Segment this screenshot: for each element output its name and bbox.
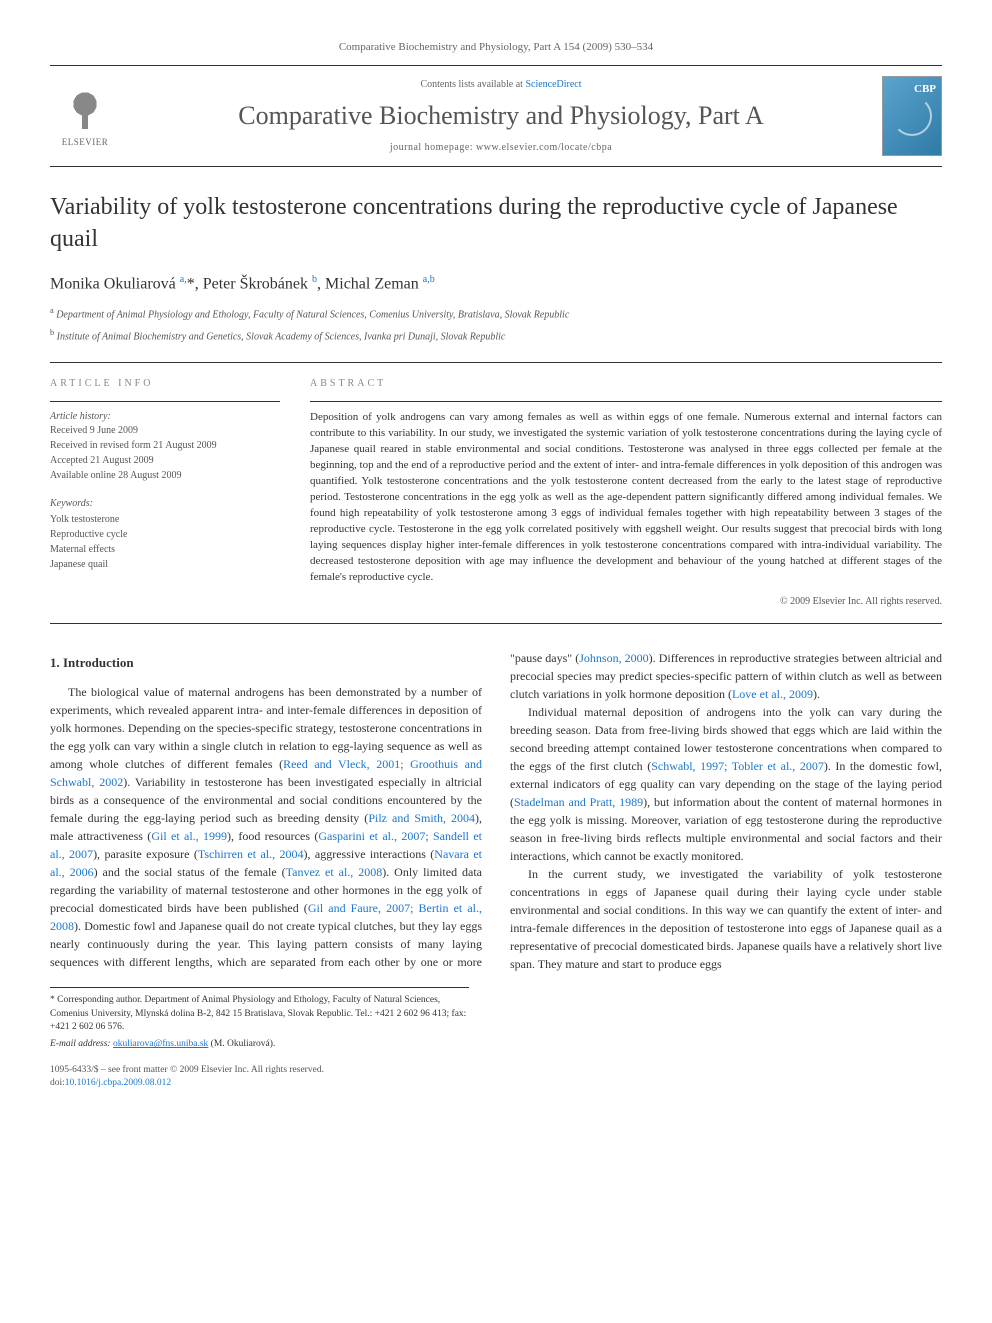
citation-link[interactable]: Stadelman and Pratt, 1989 — [514, 795, 643, 809]
journal-title: Comparative Biochemistry and Physiology,… — [135, 98, 867, 134]
publisher-label: ELSEVIER — [62, 136, 109, 149]
article-info-column: ARTICLE INFO Article history: Received 9… — [50, 377, 280, 609]
citation-link[interactable]: Johnson, 2000 — [579, 651, 648, 665]
history-item: Accepted 21 August 2009 — [50, 454, 280, 468]
email-who: (M. Okuliarová). — [208, 1039, 275, 1049]
citation-link[interactable]: Tschirren et al., 2004 — [198, 847, 304, 861]
corr-label: * Corresponding author. — [50, 995, 142, 1005]
homepage-url: www.elsevier.com/locate/cbpa — [476, 142, 612, 153]
history-items: Received 9 June 2009Received in revised … — [50, 424, 280, 483]
affiliation-item: a Department of Animal Physiology and Et… — [50, 305, 942, 322]
citation-link[interactable]: Schwabl, 1997; Tobler et al., 2007 — [651, 759, 824, 773]
abstract-text: Deposition of yolk androgens can vary am… — [310, 410, 942, 585]
citation-link[interactable]: Pilz and Smith, 2004 — [368, 811, 475, 825]
journal-cover-thumbnail — [882, 76, 942, 156]
doi-line: doi:10.1016/j.cbpa.2009.08.012 — [50, 1077, 942, 1090]
email-label: E-mail address: — [50, 1039, 111, 1049]
abstract-copyright: © 2009 Elsevier Inc. All rights reserved… — [310, 595, 942, 609]
elsevier-logo: ELSEVIER — [50, 76, 120, 156]
masthead-center: Contents lists available at ScienceDirec… — [135, 78, 867, 154]
keyword-items: Yolk testosteroneReproductive cycleMater… — [50, 513, 280, 572]
keyword-item: Maternal effects — [50, 543, 280, 557]
info-abstract-row: ARTICLE INFO Article history: Received 9… — [50, 362, 942, 624]
email-footnote: E-mail address: okuliarova@fns.uniba.sk … — [50, 1038, 469, 1051]
corresponding-author-footnote: * Corresponding author. Department of An… — [50, 994, 469, 1034]
running-head: Comparative Biochemistry and Physiology,… — [50, 40, 942, 55]
history-item: Received 9 June 2009 — [50, 424, 280, 438]
journal-homepage-line: journal homepage: www.elsevier.com/locat… — [135, 141, 867, 155]
contents-available-line: Contents lists available at ScienceDirec… — [135, 78, 867, 92]
history-item: Received in revised form 21 August 2009 — [50, 439, 280, 453]
intro-para-2: Individual maternal deposition of androg… — [510, 703, 942, 865]
cover-swirl-icon — [892, 96, 932, 136]
homepage-prefix: journal homepage: — [390, 142, 476, 153]
history-item: Available online 28 August 2009 — [50, 469, 280, 483]
issn-copyright-line: 1095-6433/$ – see front matter © 2009 El… — [50, 1064, 942, 1077]
citation-link[interactable]: Gil et al., 1999 — [151, 829, 227, 843]
keyword-item: Japanese quail — [50, 558, 280, 572]
abstract-column: ABSTRACT Deposition of yolk androgens ca… — [310, 377, 942, 609]
affiliation-item: b Institute of Animal Biochemistry and G… — [50, 327, 942, 344]
contents-prefix-text: Contents lists available at — [420, 79, 525, 90]
article-title: Variability of yolk testosterone concent… — [50, 192, 942, 254]
journal-masthead: ELSEVIER Contents lists available at Sci… — [50, 65, 942, 167]
body-two-columns: 1. Introduction The biological value of … — [50, 649, 942, 973]
citation-link[interactable]: Love et al., 2009 — [732, 687, 813, 701]
sciencedirect-link[interactable]: ScienceDirect — [525, 79, 581, 90]
elsevier-tree-icon — [60, 84, 110, 134]
author-list: Monika Okuliarová a,*, Peter Škrobánek b… — [50, 273, 942, 296]
keyword-item: Reproductive cycle — [50, 528, 280, 542]
intro-para-3: In the current study, we investigated th… — [510, 865, 942, 973]
keywords-label: Keywords: — [50, 497, 280, 511]
article-page: Comparative Biochemistry and Physiology,… — [0, 0, 992, 1130]
keyword-item: Yolk testosterone — [50, 513, 280, 527]
affiliation-list: a Department of Animal Physiology and Et… — [50, 305, 942, 344]
email-link[interactable]: okuliarova@fns.uniba.sk — [113, 1039, 208, 1049]
doi-prefix: doi: — [50, 1078, 65, 1088]
article-info-heading: ARTICLE INFO — [50, 377, 280, 391]
doi-link[interactable]: 10.1016/j.cbpa.2009.08.012 — [65, 1078, 171, 1088]
history-label: Article history: — [50, 410, 280, 424]
page-footer: 1095-6433/$ – see front matter © 2009 El… — [50, 1064, 942, 1091]
footnotes-block: * Corresponding author. Department of An… — [50, 987, 469, 1051]
section-1-title: 1. Introduction — [50, 653, 482, 673]
citation-link[interactable]: Tanvez et al., 2008 — [286, 865, 383, 879]
abstract-heading: ABSTRACT — [310, 377, 942, 391]
